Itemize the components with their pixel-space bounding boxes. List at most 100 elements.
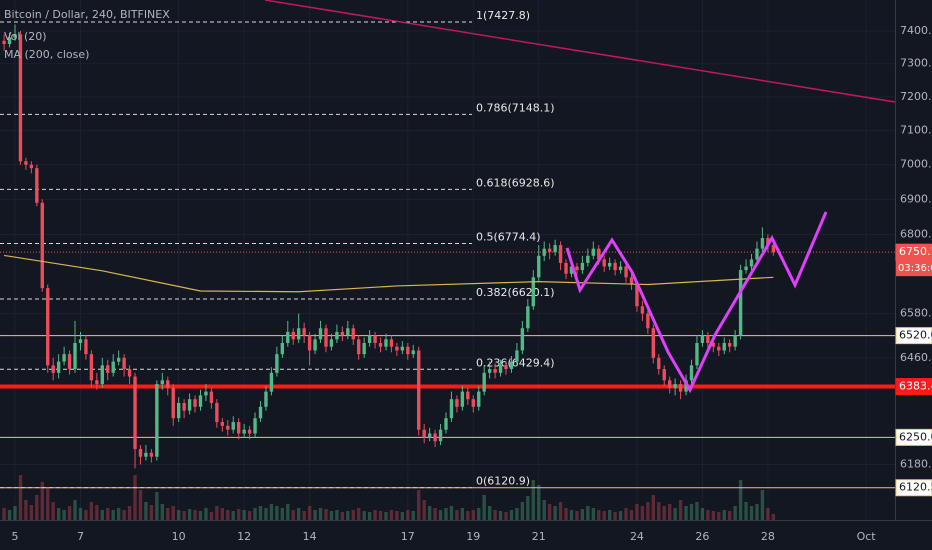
volume-bar bbox=[56, 508, 61, 520]
candle-body bbox=[580, 262, 585, 271]
volume-bar bbox=[318, 508, 323, 520]
y-tick-label: 6900.0 bbox=[900, 192, 932, 205]
candle-body bbox=[253, 418, 257, 434]
candle-body bbox=[335, 331, 339, 340]
candle-body bbox=[198, 395, 203, 407]
candle-body bbox=[231, 422, 235, 430]
volume-bar bbox=[635, 504, 639, 520]
candle-body bbox=[771, 245, 776, 253]
candle-body bbox=[155, 384, 159, 457]
x-tick-label: 17 bbox=[401, 530, 415, 543]
volume-bar bbox=[477, 508, 481, 520]
candle-body bbox=[411, 350, 415, 355]
x-tick-label: 28 bbox=[761, 530, 775, 543]
candle-body bbox=[657, 357, 661, 370]
volume-bar bbox=[13, 506, 17, 520]
volume-bar bbox=[706, 510, 710, 520]
fib-label: 1(7427.8) bbox=[476, 9, 530, 22]
candle-body bbox=[269, 372, 274, 392]
volume-bar bbox=[744, 502, 748, 520]
volume-bar bbox=[482, 495, 486, 520]
volume-bar bbox=[564, 508, 568, 520]
volume-bar bbox=[733, 506, 737, 520]
volume-bar bbox=[291, 510, 295, 520]
candle-body bbox=[220, 422, 225, 426]
candle-body bbox=[73, 343, 77, 370]
candle-body bbox=[504, 365, 508, 370]
volume-bar bbox=[449, 506, 454, 520]
candle-body bbox=[62, 354, 66, 362]
grid bbox=[0, 0, 895, 520]
volume-bar bbox=[378, 511, 383, 520]
candle-body bbox=[635, 284, 639, 307]
volume-bar bbox=[111, 510, 115, 520]
x-tick-label: 26 bbox=[695, 530, 709, 543]
volume-bar bbox=[373, 510, 377, 520]
y-tick-label: 7000.0 bbox=[900, 158, 932, 171]
volume-bar bbox=[738, 480, 743, 520]
candle-body bbox=[586, 255, 590, 263]
countdown: 03:36:02 bbox=[898, 263, 932, 274]
x-tick-label: 21 bbox=[532, 530, 546, 543]
indicator-label: MA (200, close) bbox=[4, 48, 89, 61]
volume-bar bbox=[395, 511, 399, 520]
countdown-tag bbox=[896, 260, 932, 277]
candle-body bbox=[67, 354, 72, 370]
x-tick-label: 24 bbox=[630, 530, 644, 543]
candle-body bbox=[766, 237, 770, 246]
volume-bar bbox=[728, 511, 732, 520]
volume-bar bbox=[307, 506, 312, 520]
volume-bar bbox=[427, 506, 432, 520]
fib-label: 0.618(6928.6) bbox=[476, 176, 555, 189]
candle-body bbox=[297, 328, 301, 340]
volume-bar bbox=[509, 510, 514, 520]
candle-body bbox=[646, 313, 650, 329]
volume-bar bbox=[40, 482, 44, 520]
candle-body bbox=[640, 306, 645, 314]
candle-body bbox=[307, 335, 312, 351]
volume-bar bbox=[400, 512, 405, 520]
candle-body bbox=[733, 335, 737, 347]
candle-body bbox=[111, 361, 115, 373]
candle-body bbox=[357, 339, 361, 355]
volume-bar bbox=[351, 510, 355, 520]
candle-body bbox=[280, 343, 285, 355]
candle-body bbox=[149, 452, 154, 457]
volume-bar bbox=[771, 514, 776, 520]
volume-bar bbox=[406, 510, 410, 520]
volume-bar bbox=[558, 502, 563, 520]
volume-bar bbox=[613, 512, 617, 520]
candle-body bbox=[515, 350, 519, 362]
candle-body bbox=[427, 433, 432, 438]
volume-bar bbox=[433, 508, 437, 520]
candle-body bbox=[493, 369, 497, 373]
price-tag bbox=[895, 327, 932, 345]
volume-bar bbox=[106, 508, 110, 520]
volume-bar bbox=[226, 510, 230, 520]
x-tick-label: 10 bbox=[172, 530, 186, 543]
candle-body bbox=[417, 350, 421, 430]
volume-bar bbox=[297, 508, 301, 520]
price-tag-label: 6120.5 bbox=[899, 481, 932, 494]
indicator-label: Vol (20) bbox=[4, 30, 47, 43]
candle-body bbox=[46, 288, 50, 366]
volume-bar bbox=[280, 508, 285, 520]
volume-bar bbox=[122, 510, 126, 520]
volume-bar bbox=[275, 506, 279, 520]
volume-bar bbox=[247, 511, 252, 520]
candle-body bbox=[498, 365, 503, 373]
candle-body bbox=[395, 346, 399, 351]
candle-body bbox=[171, 387, 175, 419]
price-tag-label: 6383.4 bbox=[899, 380, 932, 393]
volume-bar bbox=[526, 496, 530, 520]
candle-body bbox=[526, 306, 530, 329]
volume-bar bbox=[498, 511, 503, 520]
candle-body bbox=[760, 237, 765, 249]
candle-body bbox=[553, 245, 557, 253]
candle-body bbox=[711, 343, 716, 347]
volume-bar bbox=[487, 506, 492, 520]
candle-body bbox=[84, 339, 88, 355]
candle-body bbox=[477, 391, 481, 407]
volume-bar bbox=[515, 508, 519, 520]
